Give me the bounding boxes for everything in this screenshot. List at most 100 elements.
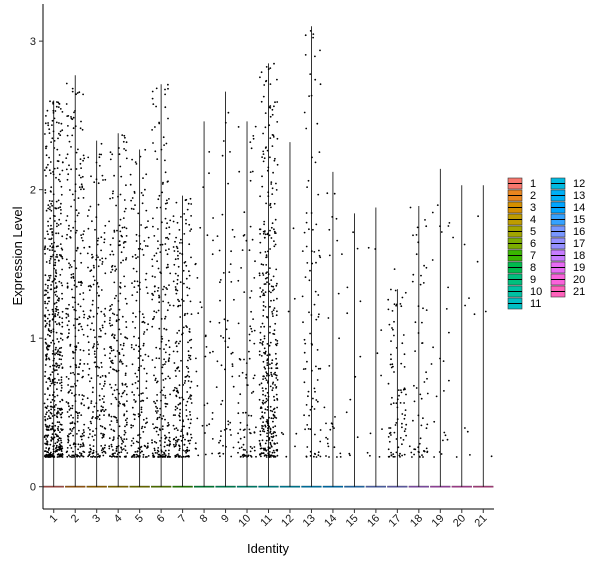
point-1-307 [50, 436, 53, 439]
point-2-280 [73, 260, 76, 262]
point-8-13 [194, 442, 197, 444]
point-11-186 [267, 191, 270, 194]
point-4-186 [119, 286, 122, 289]
point-6-140 [156, 452, 159, 454]
point-6-246 [155, 381, 158, 384]
point-2-299 [82, 442, 84, 445]
point-2-214 [78, 91, 81, 94]
point-3-213 [87, 227, 90, 230]
point-3-192 [96, 417, 98, 420]
point-11-20 [269, 431, 271, 434]
point-11-304 [274, 371, 276, 374]
point-4-111 [118, 308, 121, 311]
point-6-192 [151, 97, 154, 100]
point-5-77 [133, 190, 136, 193]
point-6-187 [158, 121, 161, 124]
point-6-184 [164, 377, 167, 380]
point-13-92 [301, 295, 304, 298]
point-3-104 [93, 279, 96, 282]
point-3-78 [90, 400, 93, 402]
point-2-234 [76, 247, 79, 250]
point-1-566 [48, 277, 51, 279]
point-3-210 [103, 238, 106, 241]
point-13-1 [316, 349, 319, 351]
point-3-149 [89, 270, 92, 272]
point-6-44 [161, 428, 164, 431]
point-2-184 [82, 292, 85, 294]
point-11-271 [272, 436, 274, 439]
point-1-306 [60, 202, 62, 205]
point-4-102 [121, 384, 124, 386]
point-1-487 [59, 423, 62, 426]
point-2-80 [71, 421, 74, 423]
point-2-179 [83, 404, 85, 407]
point-17-74 [396, 406, 399, 409]
point-13-11 [303, 414, 305, 417]
point-11-114 [262, 390, 264, 392]
point-1-389 [49, 208, 51, 211]
point-4-227 [125, 410, 128, 413]
point-5-123 [140, 445, 143, 448]
point-1-430 [57, 453, 60, 455]
point-1-334 [49, 258, 52, 260]
point-5-82 [140, 192, 143, 194]
point-11-214 [263, 325, 266, 328]
point-4-225 [112, 439, 114, 442]
point-6-226 [163, 348, 165, 350]
point-10-41 [239, 421, 242, 424]
point-14-7 [336, 456, 338, 458]
point-2-219 [72, 127, 75, 130]
point-4-169 [121, 448, 123, 451]
point-7-221 [182, 384, 185, 386]
point-17-27 [399, 456, 401, 458]
point-9-36 [227, 420, 230, 423]
point-5-61 [131, 255, 134, 258]
point-14-16 [325, 455, 327, 457]
point-18-8 [425, 309, 428, 311]
point-2-203 [71, 134, 74, 137]
point-17-2 [396, 398, 399, 401]
point-7-208 [182, 420, 184, 423]
point-14-11 [326, 438, 329, 440]
point-19-8 [447, 286, 449, 289]
point-16-1 [374, 248, 377, 250]
point-2-171 [74, 231, 77, 234]
point-6-176 [155, 410, 157, 412]
point-6-92 [168, 353, 171, 356]
point-2-11 [69, 389, 72, 391]
point-6-97 [151, 275, 154, 278]
point-4-219 [121, 362, 124, 365]
point-7-77 [182, 436, 185, 439]
point-3-153 [92, 264, 95, 267]
point-11-171 [263, 157, 266, 160]
point-1-156 [57, 207, 60, 209]
point-5-94 [138, 394, 141, 397]
point-4-152 [111, 333, 114, 336]
point-4-124 [124, 449, 127, 452]
point-4-222 [111, 453, 114, 456]
point-2-96 [65, 307, 67, 310]
point-9-25 [219, 439, 222, 442]
point-11-25 [260, 326, 262, 328]
point-4-147 [115, 398, 118, 401]
point-1-560 [47, 225, 50, 227]
point-6-198 [157, 240, 159, 243]
point-11-139 [269, 229, 271, 232]
point-1-304 [60, 387, 63, 389]
point-11-208 [269, 341, 272, 344]
point-1-22 [58, 421, 61, 424]
point-14-25 [341, 253, 343, 256]
point-2-292 [68, 409, 71, 411]
point-1-100 [52, 109, 55, 112]
point-6-11 [166, 309, 169, 312]
point-4-161 [110, 420, 113, 422]
point-9-18 [222, 272, 225, 274]
point-1-172 [60, 346, 63, 349]
point-1-492 [57, 435, 60, 438]
point-4-7 [125, 393, 128, 396]
point-7-150 [188, 442, 191, 445]
point-11-218 [273, 399, 276, 402]
point-9-24 [231, 228, 234, 231]
legend-item-18: 18 [550, 249, 585, 262]
point-4-48 [120, 361, 123, 363]
